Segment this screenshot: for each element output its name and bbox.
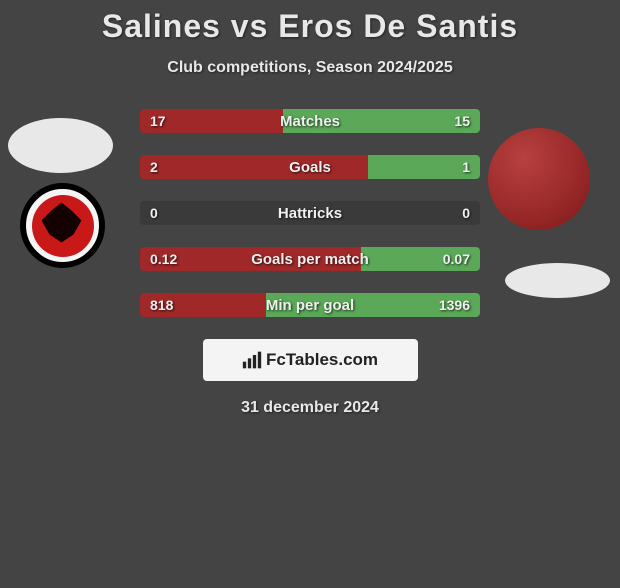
chart-icon bbox=[242, 351, 262, 369]
stat-label: Matches bbox=[140, 109, 480, 133]
stat-label: Goals per match bbox=[140, 247, 480, 271]
club-right-placeholder bbox=[505, 263, 610, 298]
stat-label: Goals bbox=[140, 155, 480, 179]
stat-value-right: 0.07 bbox=[443, 247, 470, 271]
player-left-placeholder bbox=[8, 118, 113, 173]
stat-value-right: 15 bbox=[454, 109, 470, 133]
player-right-avatar bbox=[488, 128, 590, 230]
stat-row: 0.12 Goals per match 0.07 bbox=[140, 247, 480, 271]
stat-row: 0 Hattricks 0 bbox=[140, 201, 480, 225]
stat-label: Hattricks bbox=[140, 201, 480, 225]
stat-row: 2 Goals 1 bbox=[140, 155, 480, 179]
stat-label: Min per goal bbox=[140, 293, 480, 317]
stat-row: 17 Matches 15 bbox=[140, 109, 480, 133]
stat-value-right: 1 bbox=[462, 155, 470, 179]
page-title: Salines vs Eros De Santis bbox=[0, 8, 620, 45]
stat-value-right: 0 bbox=[462, 201, 470, 225]
stat-value-right: 1396 bbox=[439, 293, 470, 317]
branding-text: FcTables.com bbox=[266, 350, 378, 370]
stat-row: 818 Min per goal 1396 bbox=[140, 293, 480, 317]
club-left-badge bbox=[20, 183, 105, 268]
branding-badge: FcTables.com bbox=[203, 339, 418, 381]
stats-container: 17 Matches 15 2 Goals 1 0 Hattricks 0 0.… bbox=[140, 109, 480, 317]
subtitle: Club competitions, Season 2024/2025 bbox=[0, 59, 620, 77]
date-text: 31 december 2024 bbox=[0, 399, 620, 417]
